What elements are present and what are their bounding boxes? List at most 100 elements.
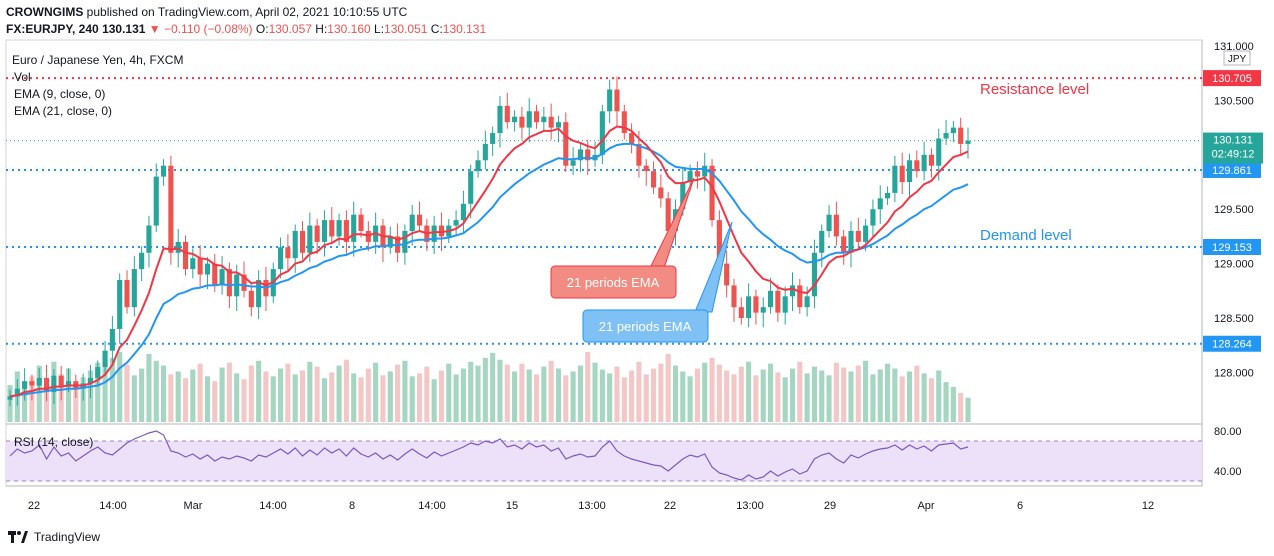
price-tick-label: 128.500: [1214, 313, 1254, 325]
time-tick-label: 12: [1142, 500, 1154, 512]
volume-bar: [943, 382, 949, 422]
volume-bar: [541, 366, 547, 422]
volume-bar: [263, 371, 269, 422]
candle-body: [833, 214, 839, 237]
candle-body: [870, 209, 876, 226]
volume-bar: [548, 360, 554, 422]
candle-body: [512, 116, 518, 123]
volume-bar: [694, 368, 700, 422]
candle-body: [614, 89, 620, 112]
candle-body: [585, 149, 591, 161]
volume-bar: [168, 374, 174, 422]
level-tag-value: 130.705: [1212, 73, 1252, 85]
volume-bar: [256, 360, 262, 422]
volume-bar: [299, 370, 306, 422]
volume-bar: [139, 368, 145, 422]
candle-body: [182, 241, 189, 270]
ohlc-bar: FX:EURJPY, 240 130.131 ▼ −0.110 (−0.08%)…: [6, 22, 486, 36]
time-tick-label: 22: [28, 500, 40, 512]
candle-body: [687, 171, 693, 183]
candle-body: [826, 214, 832, 231]
volume-bar: [109, 357, 115, 422]
candle-body: [797, 285, 803, 308]
volume-bar: [270, 376, 276, 422]
close-label: C:: [430, 22, 443, 36]
candle-body: [307, 225, 313, 253]
candle-body: [402, 231, 408, 253]
volume-bar: [607, 373, 613, 422]
publish-info: CROWNGIMS published on TradingView.com, …: [6, 5, 407, 19]
time-tick-label: 14:00: [259, 500, 287, 512]
candle-body: [95, 367, 101, 378]
volume-bar: [431, 379, 437, 422]
volume-bar: [409, 376, 415, 422]
volume-bar: [73, 383, 79, 422]
candle-body: [767, 290, 774, 308]
volume-bar: [343, 359, 349, 422]
low-label: L:: [374, 22, 385, 36]
candle-body: [943, 133, 949, 139]
candle-body: [636, 143, 642, 166]
rsi-tick-label: 80.00: [1214, 426, 1242, 438]
candle-body: [629, 133, 635, 144]
volume-bar: [621, 377, 627, 422]
candle-body: [724, 263, 730, 286]
level-tag-box: [1203, 335, 1261, 352]
candle-body: [746, 296, 752, 319]
candle-body: [753, 296, 759, 313]
candle-body: [190, 258, 196, 270]
candle-body: [914, 160, 920, 172]
candle-body: [892, 165, 898, 193]
volume-bar: [468, 361, 474, 422]
volume-bar: [833, 362, 839, 422]
price-chart[interactable]: Euro / Japanese Yen, 4h, FXCM Vol EMA (9…: [0, 0, 1274, 528]
volume-bar: [453, 374, 459, 422]
low-value: 130.051: [384, 22, 428, 36]
candle-body: [548, 116, 554, 128]
candle-body: [841, 236, 847, 253]
volume-bar: [724, 370, 730, 422]
time-tick-label: 14:00: [99, 500, 127, 512]
volume-bar: [797, 361, 803, 422]
candle-body: [680, 182, 686, 210]
candle-body: [533, 111, 540, 123]
candle-body: [884, 192, 891, 199]
volume-bar: [570, 371, 576, 422]
candle-body: [365, 231, 371, 242]
publisher-name: CROWNGIMS: [6, 5, 84, 19]
candle-body: [877, 198, 883, 210]
candle-body: [958, 127, 964, 144]
volume-bar: [204, 376, 211, 422]
volume-bar: [643, 374, 649, 422]
candle-body: [475, 160, 481, 172]
last-price-label: 130.131: [102, 22, 146, 36]
volume-bar: [965, 397, 971, 422]
level-tag-value: 128.264: [1212, 339, 1252, 351]
candle-body: [855, 231, 861, 242]
ema-red-callout: 21 periods EMA: [550, 177, 695, 299]
candle-body: [44, 377, 50, 393]
candle-body: [702, 165, 708, 177]
volume-bar: [285, 363, 291, 422]
candle-body: [139, 252, 145, 270]
volume-bar: [650, 368, 657, 422]
price-levels: [6, 77, 1202, 345]
candle-body: [351, 214, 357, 242]
time-tick-label: 14:00: [418, 500, 446, 512]
volume-bar: [307, 361, 313, 422]
demand-label: Demand level: [980, 227, 1072, 244]
time-tick-label: 8: [349, 500, 355, 512]
volume-bar: [709, 357, 715, 422]
volume-bar: [848, 371, 854, 422]
volume-bar: [95, 362, 101, 422]
volume-bar: [936, 370, 942, 422]
volume-bar: [789, 368, 796, 422]
candle-body: [497, 105, 503, 134]
volume-bar: [863, 360, 869, 422]
candle-body: [760, 307, 766, 313]
ema21-line: [9, 142, 969, 398]
volume-bar: [292, 374, 298, 422]
volume-bar: [336, 365, 342, 422]
tradingview-logo-icon: [8, 531, 28, 543]
legend-rsi: RSI (14, close): [14, 435, 93, 449]
